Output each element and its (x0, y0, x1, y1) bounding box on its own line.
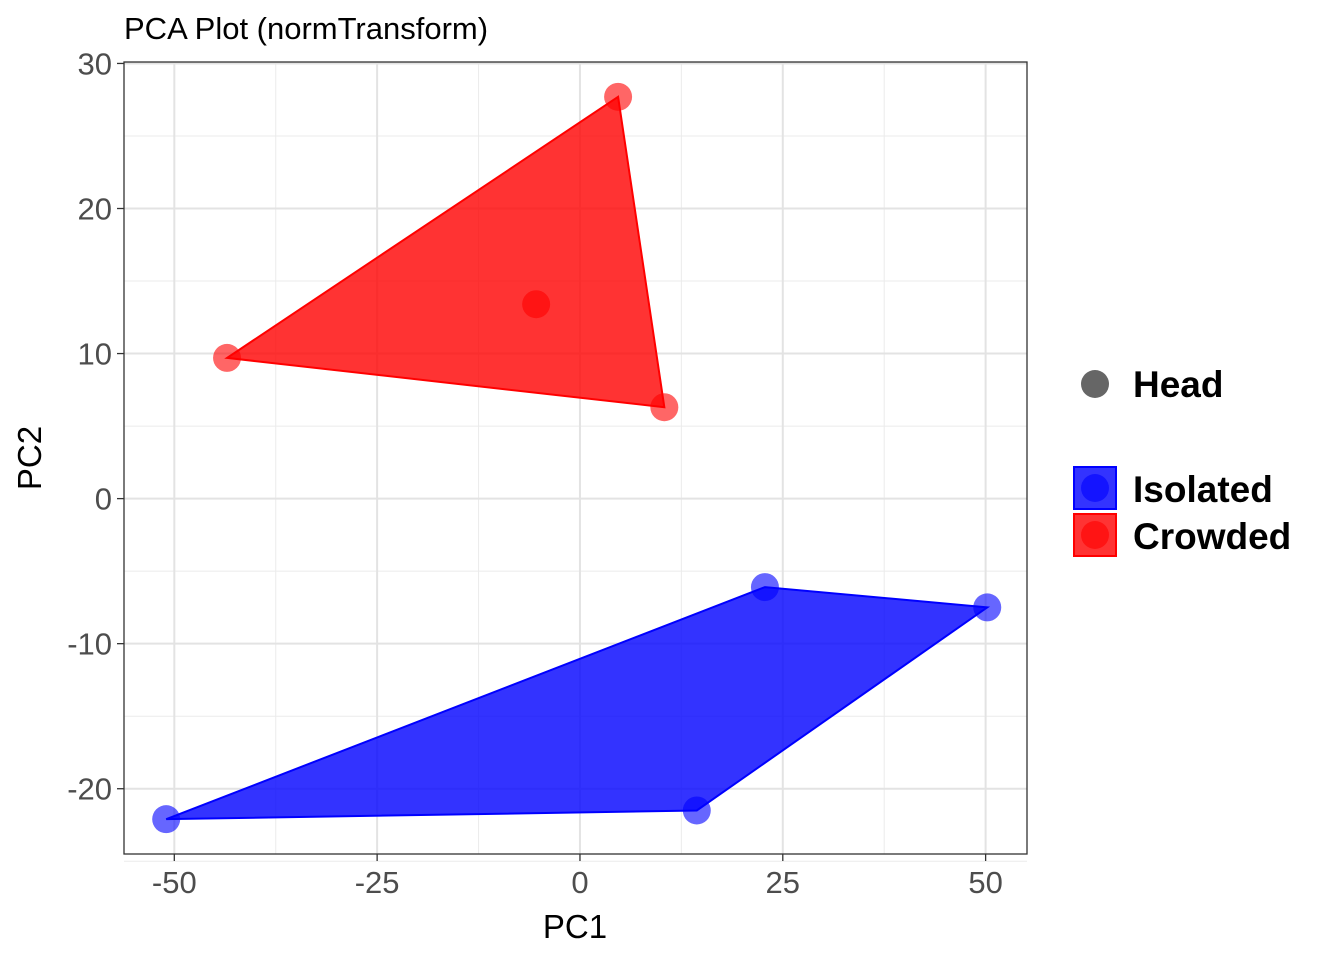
hull-crowded (224, 95, 666, 409)
x-tick-label: 50 (968, 865, 1002, 900)
point-isolated (973, 593, 1002, 622)
x-axis: -50 -25 0 25 50 (152, 854, 1003, 900)
point-crowded (522, 290, 551, 319)
point-isolated (750, 573, 779, 602)
y-tick-label: 0 (95, 482, 112, 517)
chart-title: PCA Plot (normTransform) (124, 11, 488, 46)
legend-head-dot (1081, 370, 1109, 398)
plot-panel-border (123, 61, 1028, 855)
x-tick-label: -25 (355, 865, 400, 900)
hull-isolated (165, 586, 991, 821)
y-tick-label: -10 (67, 627, 112, 662)
hulls (165, 95, 991, 821)
point-crowded (213, 343, 242, 372)
legend-head-label: Head (1133, 364, 1223, 405)
y-tick-label: 10 (78, 337, 112, 372)
point-crowded (604, 82, 633, 111)
points (152, 82, 1002, 834)
legend-label-crowded: Crowded (1133, 516, 1291, 557)
y-tick-label: -20 (67, 772, 112, 807)
y-tick-label: 20 (78, 192, 112, 227)
legend: Head Isolated Crowded (1073, 364, 1291, 557)
legend-dot-isolated (1081, 474, 1109, 502)
point-isolated (152, 805, 181, 834)
point-isolated (682, 796, 711, 825)
x-tick-label: 25 (766, 865, 800, 900)
point-crowded (650, 393, 679, 422)
y-axis: -20 -10 0 10 20 30 (67, 46, 124, 807)
x-tick-label: 0 (571, 865, 588, 900)
x-tick-label: -50 (152, 865, 197, 900)
y-axis-label: PC2 (11, 426, 48, 490)
y-tick-label: 30 (78, 46, 112, 81)
legend-dot-crowded (1081, 521, 1109, 549)
legend-label-isolated: Isolated (1133, 469, 1273, 510)
x-axis-label: PC1 (543, 908, 607, 945)
